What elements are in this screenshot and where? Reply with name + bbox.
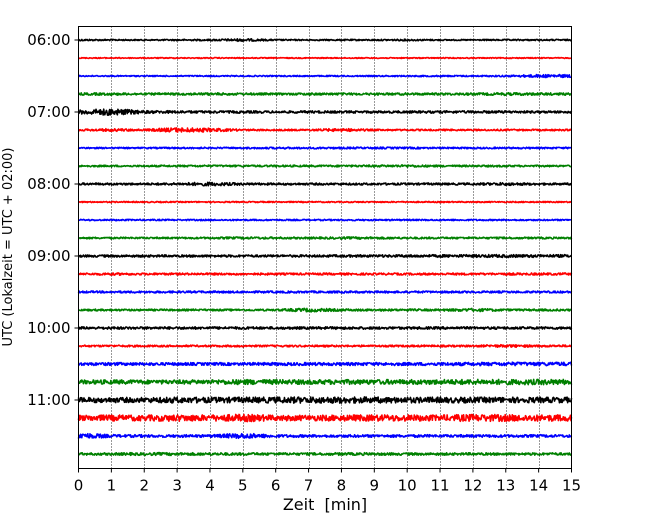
x-tick-label: 10 bbox=[398, 477, 417, 495]
trace-0930 bbox=[77, 290, 573, 294]
y-tick-label: 11:00 bbox=[27, 391, 70, 409]
plot-frame bbox=[78, 26, 572, 469]
x-tick-label: 13 bbox=[496, 477, 515, 495]
trace-1000 bbox=[77, 325, 573, 331]
x-tick-label: 6 bbox=[271, 477, 281, 495]
x-tick-label: 3 bbox=[172, 477, 182, 495]
trace-0945 bbox=[78, 307, 573, 313]
trace-0715 bbox=[78, 127, 573, 133]
trace-0615 bbox=[78, 56, 572, 60]
trace-0900 bbox=[78, 253, 572, 259]
trace-0815 bbox=[77, 200, 572, 204]
y-axis-title: UTC (Lokalzeit = UTC + 02:00) bbox=[1, 148, 16, 347]
x-tick-label: 12 bbox=[463, 477, 482, 495]
x-tick-label: 0 bbox=[74, 477, 84, 495]
x-tick-label: 7 bbox=[304, 477, 314, 495]
x-tick-label: 5 bbox=[238, 477, 248, 495]
y-tick-label: 10:00 bbox=[27, 319, 70, 337]
trace-group bbox=[77, 37, 573, 457]
trace-0800 bbox=[77, 181, 573, 187]
x-tick-label: 1 bbox=[107, 477, 117, 495]
trace-0845 bbox=[78, 236, 573, 240]
y-tick-label: 08:00 bbox=[27, 175, 70, 193]
trace-1045 bbox=[77, 378, 573, 386]
trace-1130 bbox=[77, 432, 573, 440]
trace-0600 bbox=[77, 37, 572, 43]
trace-0830 bbox=[78, 218, 572, 222]
trace-0730 bbox=[77, 146, 573, 150]
x-tick-label: 9 bbox=[370, 477, 380, 495]
x-axis-title: Zeit [min] bbox=[283, 495, 367, 514]
x-tick-label: 15 bbox=[562, 477, 581, 495]
y-tick-label: 09:00 bbox=[27, 247, 70, 265]
trace-1145 bbox=[78, 451, 572, 457]
trace-0700 bbox=[77, 108, 573, 116]
y-tick-label: 07:00 bbox=[27, 103, 70, 121]
trace-1015 bbox=[77, 343, 573, 349]
y-tick-label: 06:00 bbox=[27, 31, 70, 49]
trace-0630 bbox=[78, 73, 572, 79]
x-tick-label: 4 bbox=[205, 477, 215, 495]
trace-0745 bbox=[78, 164, 572, 168]
x-tick-label: 2 bbox=[139, 477, 149, 495]
x-tick-label: 11 bbox=[430, 477, 449, 495]
trace-0645 bbox=[77, 91, 573, 97]
x-tick-label: 8 bbox=[337, 477, 347, 495]
trace-1100 bbox=[77, 396, 573, 404]
trace-0915 bbox=[77, 272, 573, 276]
trace-1115 bbox=[77, 413, 573, 423]
y-axis: 06:00 07:00 08:00 09:00 10:00 11:00 bbox=[27, 31, 79, 409]
x-axis: 0 1 2 3 4 5 6 7 8 9 10 11 12 13 14 15 bbox=[74, 468, 581, 495]
trace-1030 bbox=[77, 361, 573, 367]
x-tick-label: 14 bbox=[529, 477, 548, 495]
